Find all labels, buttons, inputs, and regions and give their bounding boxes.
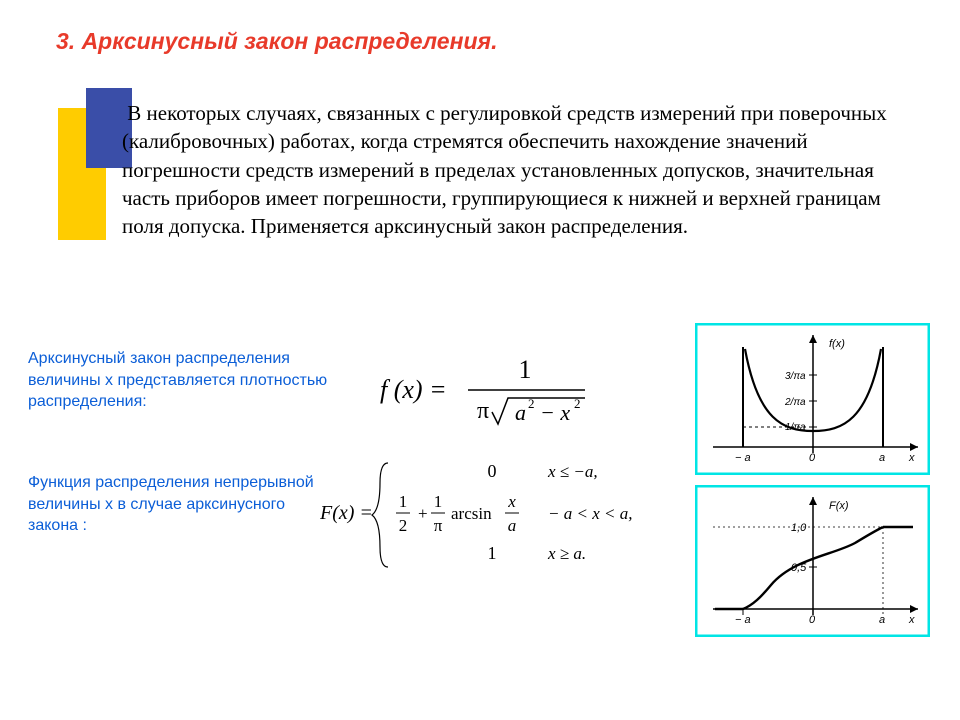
chart-cdf: 1,0 0,5 F(x) − a 0 a x [695, 485, 930, 637]
c2-arcsin: arcsin [451, 504, 492, 523]
chart1-ylab1: 3/πa [785, 371, 806, 382]
case1-cond: x ≤ −a, [547, 462, 598, 481]
body-paragraph: В некоторых случаях, связанных с регулир… [122, 99, 892, 241]
chart1-xl-a: − a [735, 452, 751, 464]
formula-minus-x: − x [540, 400, 570, 425]
subheading-density: Арксинусный закон распределения величины… [28, 348, 358, 413]
case3-cond: x ≥ a. [547, 544, 586, 563]
chart1-title: f(x) [829, 338, 845, 350]
c2-xbot: a [508, 516, 517, 535]
formula-cdf: F(x) = 0 x ≤ −a, 1 2 + 1 π arcsin x a − … [320, 455, 680, 575]
sqrt-symbol [492, 398, 585, 424]
case3-val: 1 [488, 543, 497, 563]
chart1-ylab3: 1/πa [785, 422, 806, 433]
formula-density: f (x) = 1 π a 2 − x 2 [380, 350, 650, 435]
chart2-xl-pa: a [879, 614, 885, 626]
c2-num2: 1 [434, 492, 443, 511]
case1-val: 0 [488, 461, 497, 481]
c2-num1: 1 [399, 492, 408, 511]
slide-title: 3. Арксинусный закон распределения. [56, 28, 497, 55]
chart2-xl-0: 0 [809, 614, 816, 626]
chart2-ylab2: 0,5 [791, 562, 807, 574]
chart2-title: F(x) [829, 500, 849, 512]
chart1-ylab2: 2/πa [784, 397, 806, 408]
formula-sup2: 2 [574, 396, 581, 411]
formula-a: a [515, 400, 526, 425]
formula-sup1: 2 [528, 396, 535, 411]
c2-xtop: x [507, 492, 516, 511]
formula2-lhs: F(x) = [320, 502, 373, 524]
chart2-ylab1: 1,0 [791, 522, 807, 534]
chart1-xl-0: 0 [809, 452, 816, 464]
chart2-xl-x: x [908, 614, 915, 626]
chart2-xl-a: − a [735, 614, 751, 626]
c2-den1: 2 [399, 516, 408, 535]
case2-cond: − a < x < a, [548, 504, 632, 523]
chart1-xl-pa: a [879, 452, 885, 464]
formula-pi: π [477, 398, 489, 424]
formula-lhs: f (x) = [380, 375, 447, 404]
chart-density: 3/πa 2/πa 1/πa f(x) − a 0 a x [695, 323, 930, 475]
body-text: В некоторых случаях, связанных с регулир… [122, 101, 887, 238]
c2-plus: + [418, 504, 428, 523]
c2-den2: π [434, 516, 443, 535]
chart1-xl-x: x [908, 452, 915, 464]
subheading-cdf: Функция распределения непрерывной величи… [28, 472, 328, 537]
brace [372, 463, 388, 567]
formula-numerator: 1 [519, 355, 532, 384]
